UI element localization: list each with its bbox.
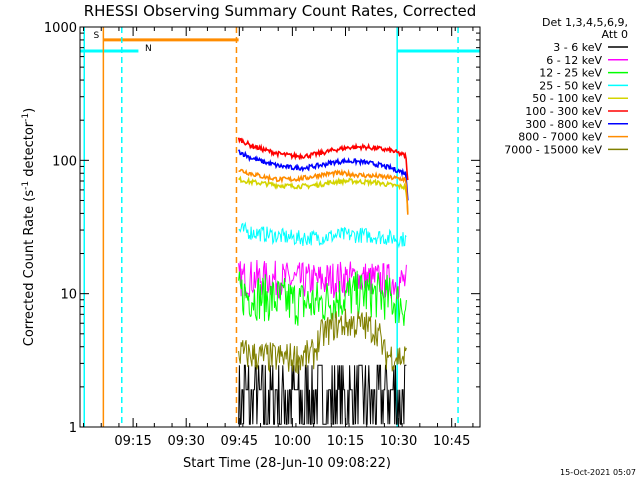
legend-label: 25 - 50 keV bbox=[539, 79, 602, 92]
series-trace bbox=[237, 137, 409, 181]
x-tick-label: 09:30 bbox=[167, 434, 204, 449]
series-100-300-kev bbox=[237, 137, 409, 181]
series-trace bbox=[238, 221, 407, 249]
series-layer bbox=[237, 137, 409, 425]
legend-label: 300 - 800 keV bbox=[525, 118, 602, 131]
legend-label: 3 - 6 keV bbox=[553, 41, 602, 54]
series-trace bbox=[238, 364, 407, 425]
legend-label: 800 - 7000 keV bbox=[518, 131, 602, 144]
series-6-12-kev bbox=[238, 259, 407, 300]
series-7000-15000-kev bbox=[238, 308, 407, 374]
series-trace bbox=[237, 149, 409, 201]
legend-label: 12 - 25 keV bbox=[539, 67, 602, 80]
x-axis-label: Start Time (28-Jun-10 09:08:22) bbox=[183, 456, 391, 471]
x-tick-label: 09:15 bbox=[114, 434, 151, 449]
series-800-7000-kev bbox=[238, 168, 409, 215]
y-tick-label: 1000 bbox=[44, 21, 77, 36]
y-tick-label: 1 bbox=[69, 421, 77, 436]
legend-label: 100 - 300 keV bbox=[525, 105, 602, 118]
x-axis-ticks: 09:15 09:30 09:45 10:00 10:15 10:30 10:45 bbox=[83, 27, 474, 449]
plot-frame bbox=[79, 26, 481, 428]
series-trace bbox=[238, 175, 409, 213]
legend-header-attenuator: Att 0 bbox=[602, 28, 628, 41]
series-3-6-kev bbox=[238, 364, 407, 425]
x-tick-label: 10:45 bbox=[433, 434, 470, 449]
legend-label: 7000 - 15000 keV bbox=[504, 143, 602, 156]
x-tick-label: 10:15 bbox=[327, 434, 364, 449]
legend-header-detectors: Det 1,3,4,5,6,9, bbox=[542, 16, 628, 29]
state-change-lines bbox=[83, 27, 459, 427]
series-trace bbox=[238, 168, 409, 215]
series-50-100-kev bbox=[238, 175, 409, 213]
chart-title: RHESSI Observing Summary Count Rates, Co… bbox=[84, 2, 477, 20]
y-axis-ticks: 1 10 100 1000 bbox=[44, 21, 480, 436]
observing-flags: SN bbox=[80, 31, 480, 54]
series-300-800-kev bbox=[237, 149, 409, 201]
legend-label: 6 - 12 keV bbox=[546, 54, 602, 67]
legend-header: Det 1,3,4,5,6,9, Att 0 bbox=[542, 16, 628, 41]
flag-label-saa: S bbox=[94, 31, 100, 41]
series-trace bbox=[238, 308, 407, 374]
y-tick-label: 10 bbox=[60, 288, 77, 303]
series-25-50-kev bbox=[238, 221, 407, 249]
x-tick-label: 09:45 bbox=[221, 434, 258, 449]
legend-label: 50 - 100 keV bbox=[532, 92, 602, 105]
generation-timestamp: 15-Oct-2021 05:07 bbox=[560, 468, 636, 477]
flag-label-night: N bbox=[145, 44, 152, 54]
y-axis-label: Corrected Count Rate (s-1 detector-1) bbox=[21, 108, 37, 346]
x-tick-label: 10:00 bbox=[274, 434, 311, 449]
y-tick-label: 100 bbox=[52, 154, 77, 169]
series-trace bbox=[238, 270, 407, 326]
series-12-25-kev bbox=[238, 270, 407, 326]
x-tick-label: 10:30 bbox=[380, 434, 417, 449]
series-trace bbox=[238, 259, 407, 300]
